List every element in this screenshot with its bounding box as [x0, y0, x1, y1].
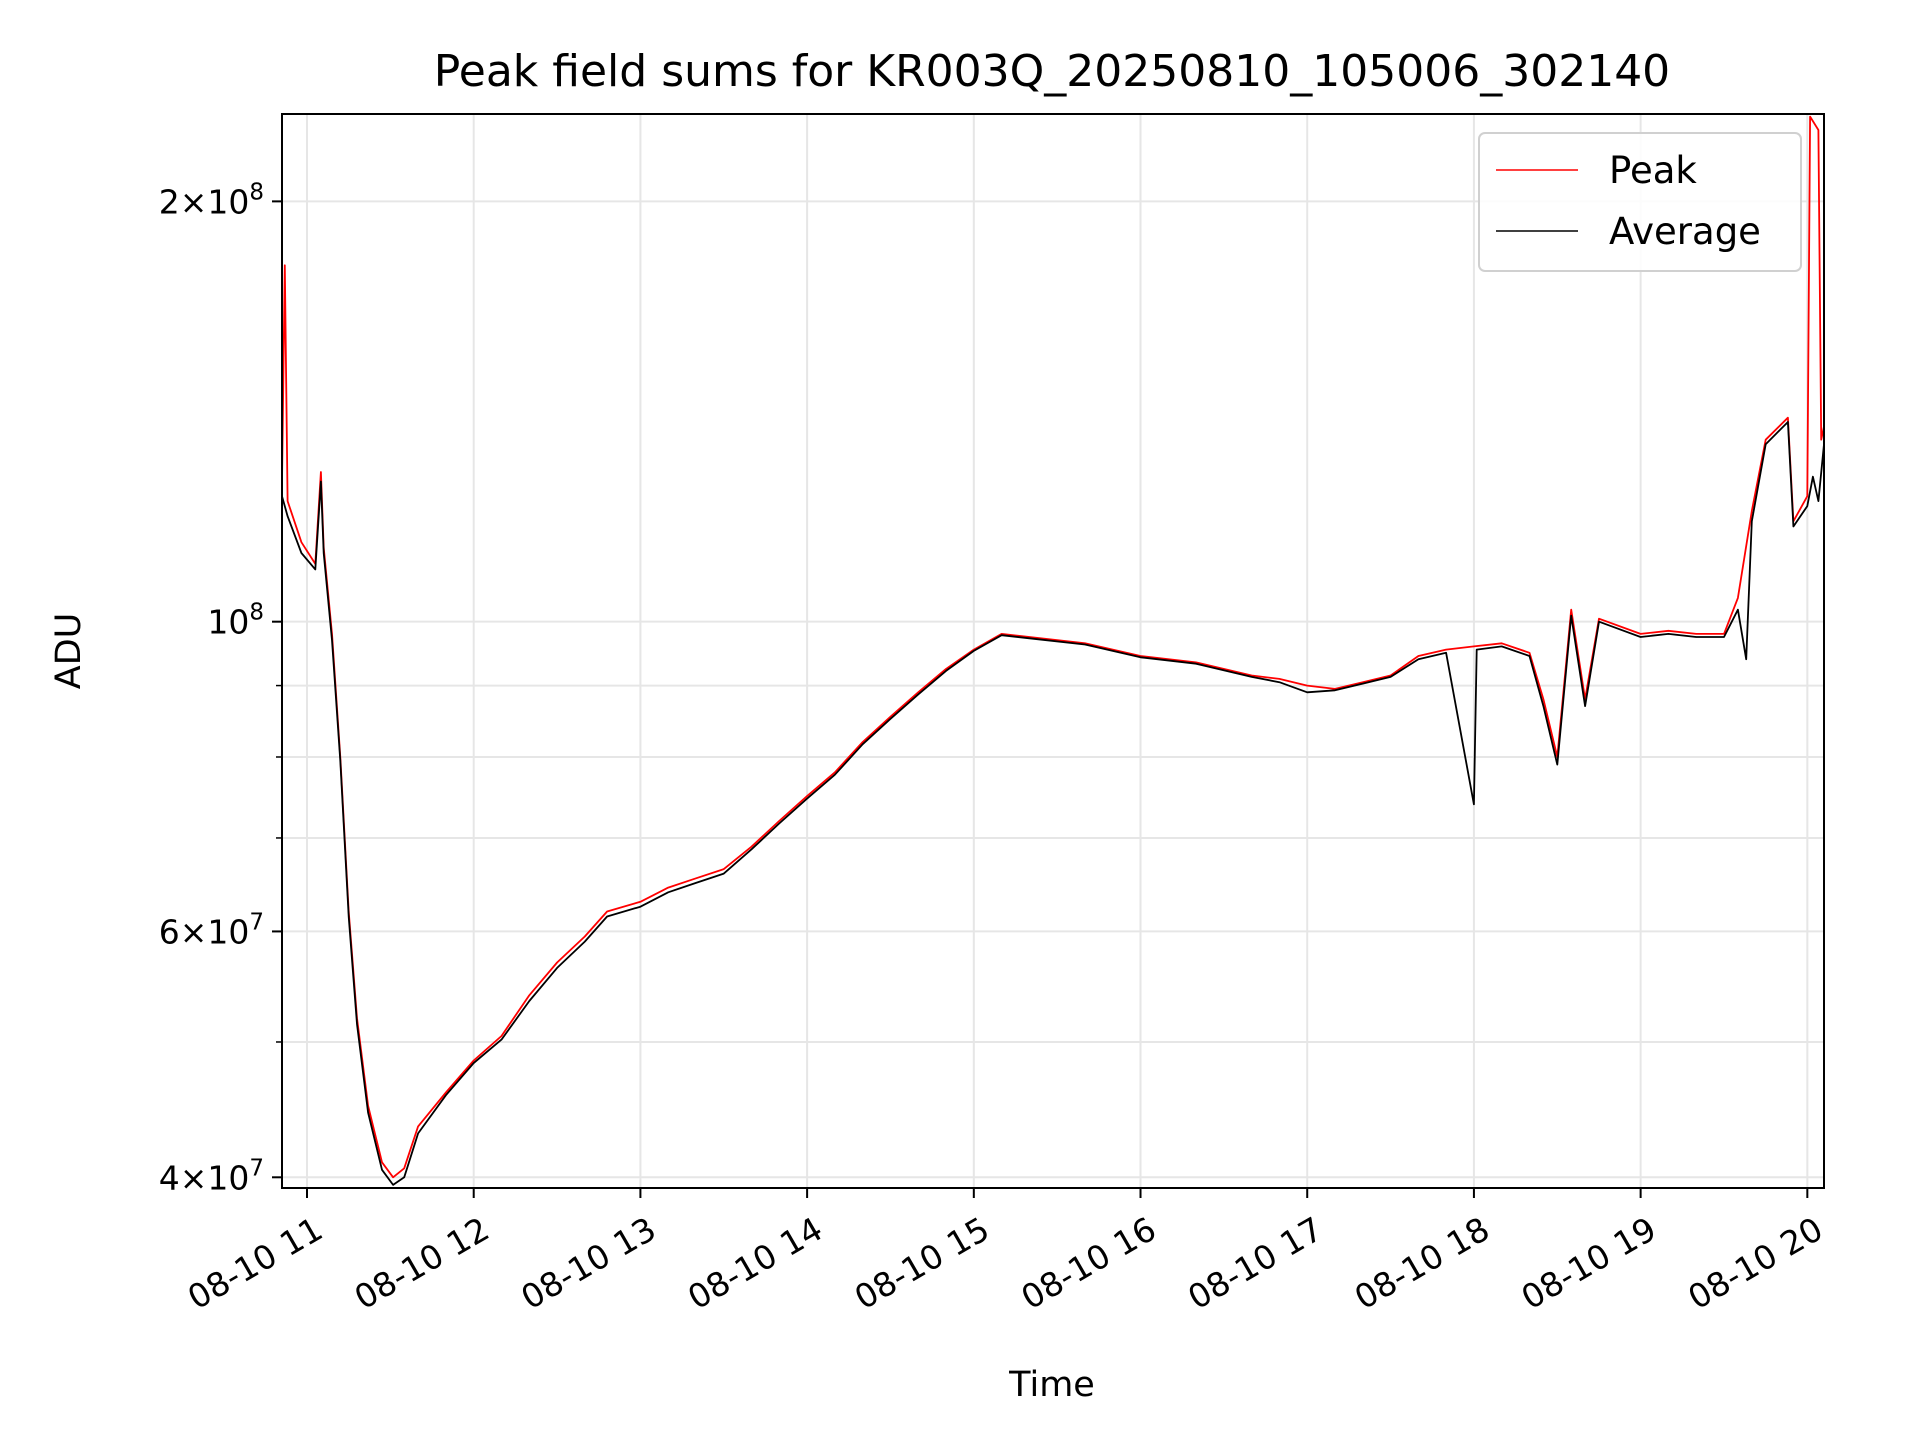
series-line-average [282, 421, 1824, 1186]
series-line-peak [282, 115, 1824, 1179]
series-lines [282, 115, 1824, 1186]
y-tick-label: 108 [207, 600, 264, 642]
plot-frame [281, 113, 1825, 1189]
legend: Peak Average [1478, 132, 1802, 272]
y-tick-label: 6×107 [159, 909, 264, 951]
legend-label-average: Average [1609, 210, 1761, 253]
x-axis-label: Time [1008, 1365, 1095, 1405]
y-axis-label: ADU [49, 613, 89, 690]
legend-label-peak: Peak [1609, 149, 1697, 192]
grid [282, 114, 1824, 1188]
legend-box [1478, 132, 1802, 272]
y-tick-label: 4×107 [159, 1155, 264, 1197]
chart-title: Peak field sums for KR003Q_20250810_1050… [434, 46, 1670, 97]
y-tick-label: 2×108 [159, 179, 264, 221]
